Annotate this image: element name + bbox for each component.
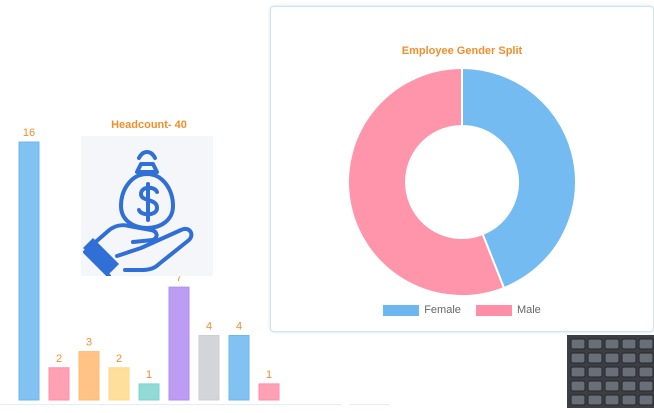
bar[interactable] bbox=[199, 336, 219, 401]
gender-donut-chart bbox=[347, 67, 577, 297]
money-bag-hand-icon bbox=[81, 136, 213, 276]
bar[interactable] bbox=[49, 368, 69, 400]
gender-split-card: Employee Gender Split Female Male bbox=[270, 6, 654, 332]
legend-swatch-female bbox=[383, 305, 419, 316]
legend-label-female: Female bbox=[424, 304, 461, 316]
gender-legend: Female Male bbox=[271, 304, 653, 316]
legend-item-female[interactable]: Female bbox=[383, 304, 461, 316]
bar[interactable] bbox=[259, 384, 279, 400]
bar-value-label: 1 bbox=[266, 369, 272, 381]
bar-value-label: 1 bbox=[146, 369, 152, 381]
bar-value-label: 2 bbox=[56, 353, 62, 365]
bar[interactable] bbox=[109, 368, 129, 400]
bar-value-label: 4 bbox=[236, 321, 242, 333]
legend-item-male[interactable]: Male bbox=[476, 304, 541, 316]
headcount-title: Headcount- 40 bbox=[88, 119, 210, 131]
legend-label-male: Male bbox=[517, 304, 541, 316]
bar-value-label: 3 bbox=[86, 337, 92, 349]
bar-value-label: 4 bbox=[206, 321, 212, 333]
bar[interactable] bbox=[79, 352, 99, 400]
bar[interactable] bbox=[169, 287, 189, 400]
gender-chart-title: Employee Gender Split bbox=[271, 45, 653, 57]
bar-value-label: 2 bbox=[116, 353, 122, 365]
legend-swatch-male bbox=[476, 305, 512, 316]
calculator-icon bbox=[567, 335, 654, 408]
bar-value-label: 16 bbox=[23, 127, 35, 139]
bar[interactable] bbox=[139, 384, 159, 400]
bar[interactable] bbox=[229, 336, 249, 401]
bar[interactable] bbox=[19, 142, 39, 400]
